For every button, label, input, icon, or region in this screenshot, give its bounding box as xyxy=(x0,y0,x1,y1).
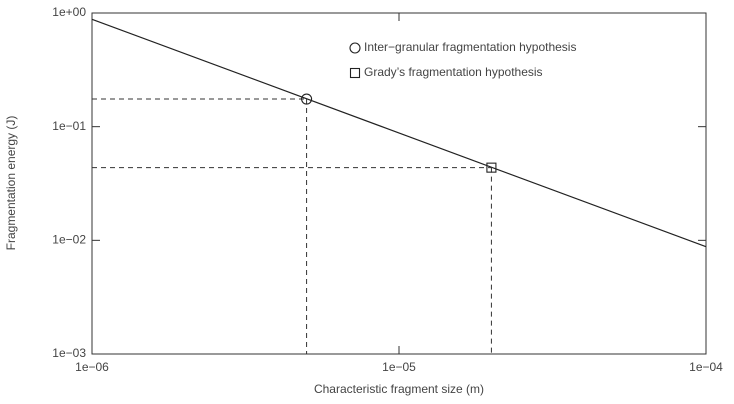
x-tick-label: 1e−05 xyxy=(382,360,416,374)
y-tick-label: 1e−01 xyxy=(52,119,86,133)
x-tick-label: 1e−06 xyxy=(75,360,109,374)
legend-marker xyxy=(349,67,361,79)
legend-label: Grady’s fragmentation hypothesis xyxy=(364,65,543,79)
marker-circle xyxy=(301,93,313,105)
plot-frame xyxy=(91,12,707,355)
y-tick-label: 1e−02 xyxy=(52,233,86,247)
legend-marker xyxy=(349,42,361,54)
y-tick-label: 1e−03 xyxy=(52,346,86,360)
fit-line xyxy=(91,18,707,248)
x-tick-label: 1e−04 xyxy=(689,360,723,374)
y-axis-label: Fragmentation energy (J) xyxy=(4,116,18,251)
y-tick-label: 1e+00 xyxy=(52,5,86,19)
legend-label: Inter−granular fragmentation hypothesis xyxy=(364,40,576,54)
x-axis-label: Characteristic fragment size (m) xyxy=(314,382,484,396)
marker-square xyxy=(486,162,497,173)
